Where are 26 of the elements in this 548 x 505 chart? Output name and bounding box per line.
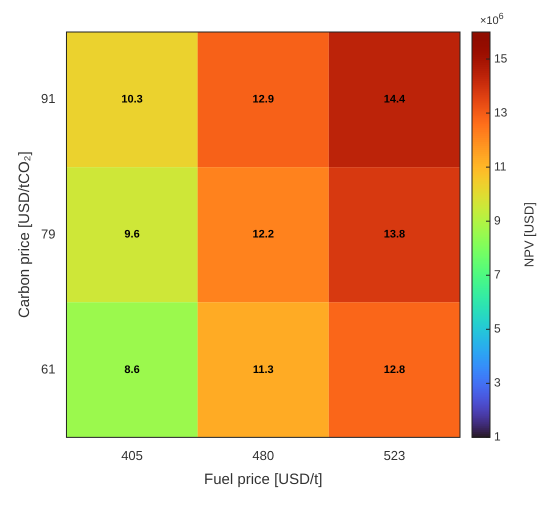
y-tick-label: 79 — [40, 226, 56, 242]
color-bar-label: 9 — [494, 214, 501, 228]
color-bar-label: 1 — [494, 430, 501, 444]
x-tick-label: 523 — [384, 448, 406, 463]
color-bar-label: 3 — [494, 376, 501, 390]
color-bar-label: 11 — [494, 159, 507, 174]
data-label: 14.4 — [384, 94, 406, 106]
color-bar-title: NPV [USD] — [522, 202, 537, 268]
color-bar-label: 15 — [494, 51, 508, 66]
x-axis-title: Fuel price [USD/t] — [204, 471, 322, 488]
y-tick-label: 91 — [40, 91, 56, 106]
data-label: 11.3 — [252, 364, 274, 376]
data-label: 8.6 — [124, 364, 140, 376]
y-tick-label: 61 — [40, 361, 56, 376]
data-label: 10.3 — [121, 94, 143, 106]
color-bar-label: 5 — [494, 322, 501, 336]
data-label: 12.2 — [252, 228, 274, 241]
data-label: 12.9 — [252, 94, 274, 106]
data-label: 13.8 — [384, 228, 406, 241]
data-label: 12.8 — [384, 364, 406, 376]
x-tick-label: 405 — [121, 448, 143, 463]
y-axis-title: Carbon price [USD/tCO₂] — [16, 151, 34, 318]
color-bar-label: 7 — [494, 268, 501, 282]
x-tick-label: 480 — [252, 448, 274, 463]
data-label: 9.6 — [124, 228, 140, 241]
color-bar-label: 13 — [494, 105, 508, 120]
